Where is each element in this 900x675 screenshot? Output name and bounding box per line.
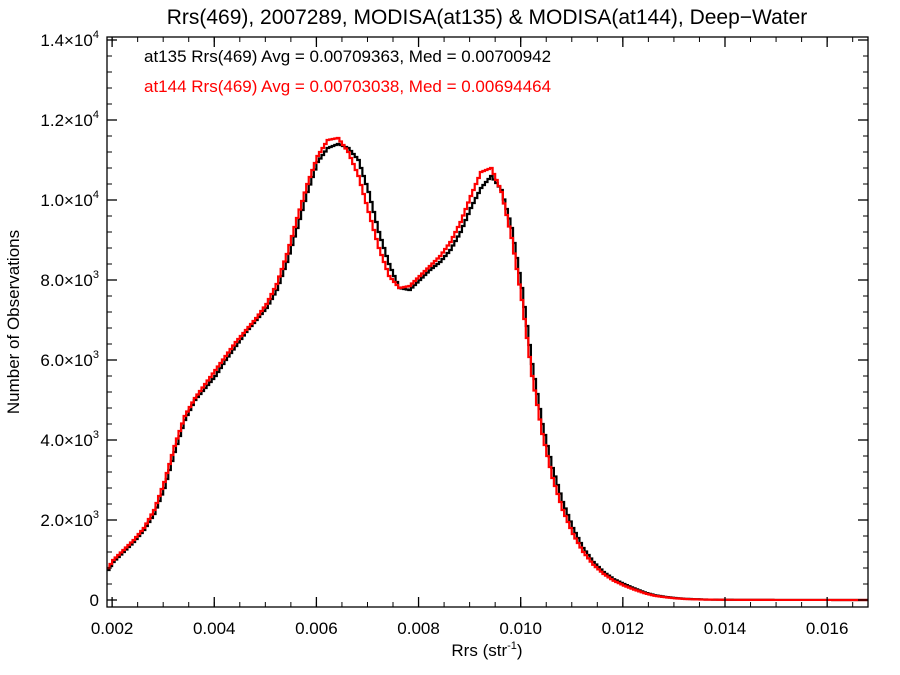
y-tick-label: 2.0×103: [40, 509, 99, 530]
x-axis-label: Rrs (str-1): [451, 640, 522, 660]
x-tick-label: 0.012: [602, 619, 645, 638]
x-axis-label-text: Rrs (str: [451, 641, 507, 660]
y-tick-label: 8.0×103: [40, 269, 99, 290]
x-tick-label: 0.014: [704, 619, 747, 638]
x-axis: 0.002 0.004 0.006 0.008 0.010 0.012 0.014 0.016: [91, 37, 854, 638]
x-tick-label: 0.004: [193, 619, 236, 638]
series-at144-line: [107, 136, 868, 602]
series-at135-line: [107, 142, 868, 602]
y-tick-label: 6.0×103: [40, 349, 99, 370]
x-tick-label: 0.002: [91, 619, 134, 638]
x-tick-label: 0.006: [295, 619, 338, 638]
x-tick-label: 0.010: [499, 619, 542, 638]
plot-frame: [106, 36, 869, 608]
x-axis-label-close: ): [517, 641, 523, 660]
y-tick-label: 1.4×104: [40, 29, 99, 50]
x-axis-label-exponent: -1: [507, 640, 517, 652]
y-tick-label: 1.0×104: [40, 189, 99, 210]
plot-area: [107, 136, 868, 602]
x-tick-label: 0.016: [806, 619, 849, 638]
y-tick-label: 4.0×103: [40, 429, 99, 450]
y-tick-label: 1.2×104: [40, 109, 99, 130]
legend-at135-stats: at135 Rrs(469) Avg = 0.00709363, Med = 0…: [144, 47, 551, 66]
y-axis-label: Number of Observations: [4, 230, 23, 414]
y-axis: 0 2.0×103 4.0×103 6.0×103 8.0×103 1.0×104 1.2×…: [40, 29, 868, 610]
x-tick-label: 0.008: [397, 619, 440, 638]
legend-at144-stats: at144 Rrs(469) Avg = 0.00703038, Med = 0…: [144, 77, 551, 96]
chart-title: Rrs(469), 2007289, MODISA(at135) & MODIS…: [167, 6, 808, 29]
y-tick-label: 0: [90, 591, 99, 610]
